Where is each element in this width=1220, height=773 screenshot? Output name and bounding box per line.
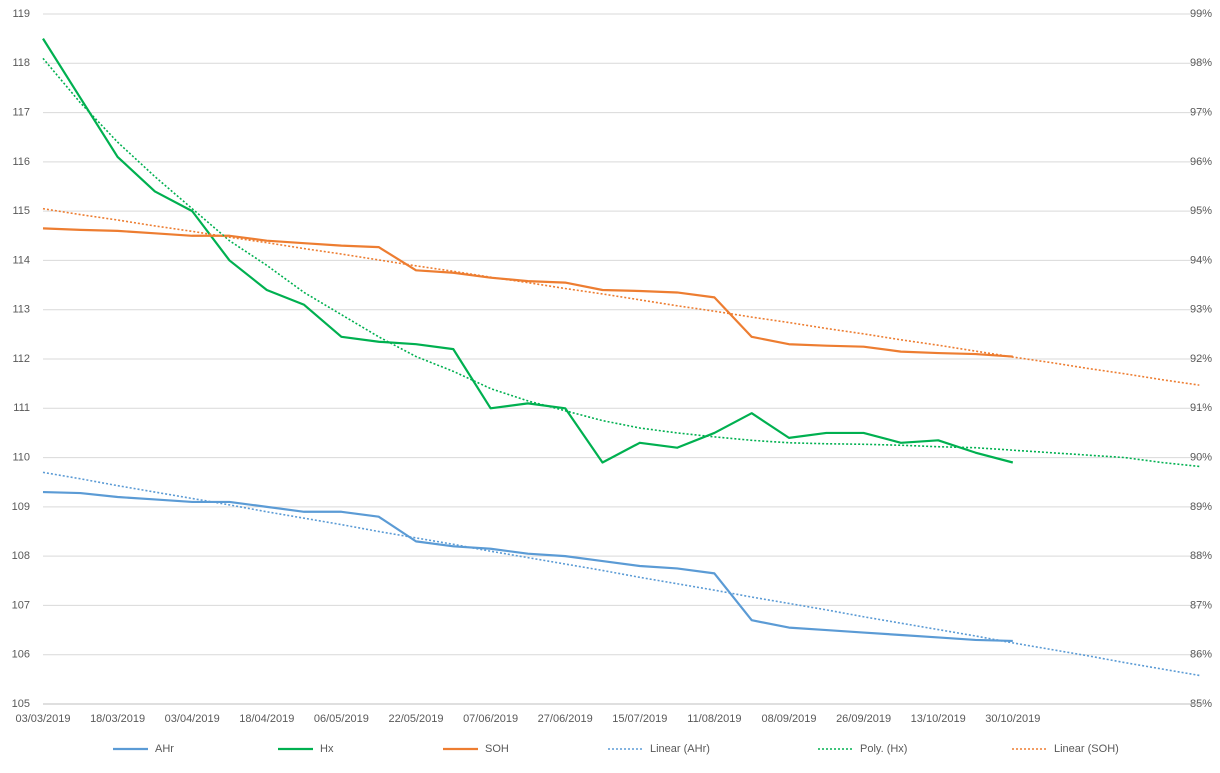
- y-tick-label: 119: [12, 8, 30, 20]
- legend-label: AHr: [155, 743, 174, 755]
- x-tick-label: 08/09/2019: [761, 713, 816, 725]
- y2-tick-label: 89%: [1190, 501, 1212, 513]
- y2-tick-label: 97%: [1190, 106, 1212, 118]
- legend-label: Hx: [320, 743, 334, 755]
- y-tick-label: 115: [12, 205, 30, 217]
- y2-tick-label: 99%: [1190, 8, 1212, 20]
- x-tick-label: 06/05/2019: [314, 713, 369, 725]
- y2-tick-label: 91%: [1190, 402, 1212, 414]
- x-tick-label: 07/06/2019: [463, 713, 518, 725]
- y-tick-label: 105: [12, 698, 30, 710]
- x-tick-label: 22/05/2019: [388, 713, 443, 725]
- y-tick-label: 116: [12, 156, 30, 168]
- series-line: [42, 38, 1014, 464]
- y2-tick-label: 94%: [1190, 254, 1212, 266]
- legend-label: Poly. (Hx): [860, 743, 907, 755]
- series-line: [42, 490, 1013, 643]
- x-tick-label: 27/06/2019: [538, 713, 593, 725]
- y2-tick-label: 87%: [1190, 599, 1212, 611]
- y2-tick-label: 98%: [1190, 57, 1212, 69]
- y-tick-label: 107: [12, 599, 30, 611]
- y-tick-label: 118: [12, 57, 30, 69]
- trend-line: [42, 207, 1200, 386]
- x-tick-label: 30/10/2019: [985, 713, 1040, 725]
- trend-line: [42, 471, 1200, 677]
- trend-line: [42, 57, 1200, 468]
- y2-tick-label: 88%: [1190, 550, 1212, 562]
- y-tick-label: 110: [12, 451, 30, 463]
- x-tick-label: 03/03/2019: [15, 713, 70, 725]
- y2-tick-label: 86%: [1190, 649, 1212, 661]
- y-tick-label: 106: [12, 649, 30, 661]
- x-tick-label: 15/07/2019: [612, 713, 667, 725]
- y-tick-label: 114: [12, 254, 30, 266]
- y-tick-label: 109: [12, 501, 30, 513]
- y2-tick-label: 90%: [1190, 451, 1212, 463]
- x-tick-label: 13/10/2019: [911, 713, 966, 725]
- x-tick-label: 03/04/2019: [165, 713, 220, 725]
- y2-tick-label: 92%: [1190, 353, 1212, 365]
- y-tick-label: 111: [13, 402, 30, 414]
- y2-tick-label: 95%: [1190, 205, 1212, 217]
- x-tick-label: 11/08/2019: [687, 713, 741, 725]
- series-line: [42, 227, 1013, 358]
- x-tick-label: 18/04/2019: [239, 713, 294, 725]
- legend-label: SOH: [485, 743, 509, 755]
- y-tick-label: 117: [12, 106, 30, 118]
- y-tick-label: 108: [12, 550, 30, 562]
- y2-tick-label: 93%: [1190, 304, 1212, 316]
- y-tick-label: 112: [12, 353, 30, 365]
- legend-label: Linear (AHr): [650, 743, 710, 755]
- legend-label: Linear (SOH): [1054, 743, 1119, 755]
- x-tick-label: 26/09/2019: [836, 713, 891, 725]
- y2-tick-label: 96%: [1190, 156, 1212, 168]
- y-tick-label: 113: [12, 304, 30, 316]
- x-tick-label: 18/03/2019: [90, 713, 145, 725]
